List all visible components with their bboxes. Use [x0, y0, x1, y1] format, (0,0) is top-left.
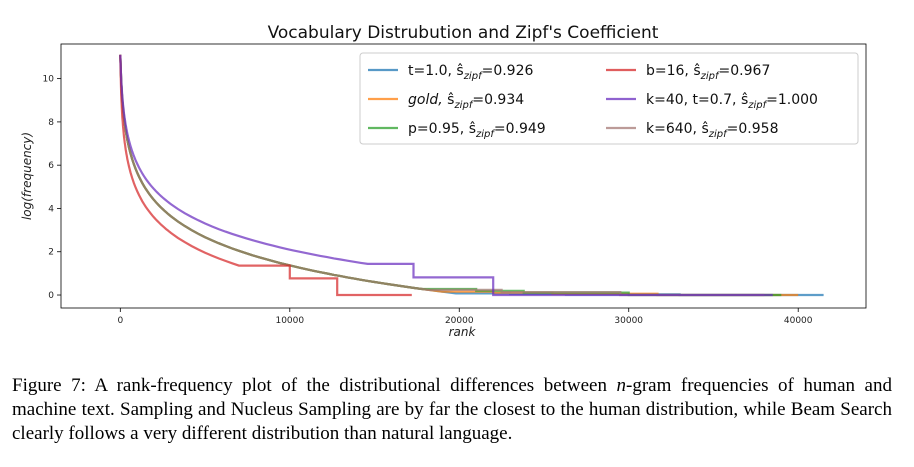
plot-frame: [60, 43, 867, 309]
zipf-chart: Vocabulary Distrubution and Zipf's Coeff…: [20, 23, 867, 339]
x-tick-label: 30000: [614, 316, 643, 326]
plot-area: [60, 43, 867, 309]
caption-text-after: -gram frequencies of human and machine t…: [12, 375, 892, 444]
figure-caption: Figure 7: A rank-frequency plot of the d…: [12, 374, 892, 446]
legend: t=1.0, ŝzipf=0.926 gold, ŝzipf=0.934 p=0.9…: [359, 52, 859, 145]
y-tick-label: 2: [48, 248, 54, 258]
legend-entry: k=640, ŝzipf=0.958: [646, 121, 778, 140]
legend-entry: t=1.0, ŝzipf=0.926: [408, 63, 533, 82]
series-line: [119, 54, 773, 297]
legend-entry: p=0.95, ŝzipf=0.949: [408, 121, 546, 140]
x-axis-label: rank: [449, 325, 477, 339]
legend-entry: b=16, ŝzipf=0.967: [646, 63, 770, 82]
y-tick-label: 10: [43, 75, 55, 85]
x-tick-label: 0: [117, 316, 123, 326]
legend-entry: gold, ŝzipf=0.934: [408, 92, 524, 111]
y-axis-label: log(frequency): [20, 132, 34, 220]
y-tick-label: 4: [48, 204, 54, 214]
y-tick-label: 6: [48, 161, 54, 171]
y-tick-label: 0: [48, 291, 54, 301]
legend-entry: k=40, t=0.7, ŝzipf=1.000: [646, 92, 818, 111]
chart-title: Vocabulary Distrubution and Zipf's Coeff…: [268, 23, 659, 43]
x-tick-label: 20000: [445, 316, 474, 326]
caption-math-n: n: [616, 375, 627, 396]
caption-label: Figure 7:: [12, 375, 86, 396]
x-tick-label: 40000: [784, 316, 813, 326]
series-line: [119, 54, 412, 297]
x-axis: 0 10000 20000 30000 40000: [117, 308, 813, 326]
x-tick-label: 10000: [275, 316, 304, 326]
y-axis: 0 2 4 6 8 10: [43, 75, 61, 301]
y-tick-label: 8: [48, 118, 54, 128]
caption-text-before: A rank-frequency plot of the distributio…: [85, 375, 617, 396]
